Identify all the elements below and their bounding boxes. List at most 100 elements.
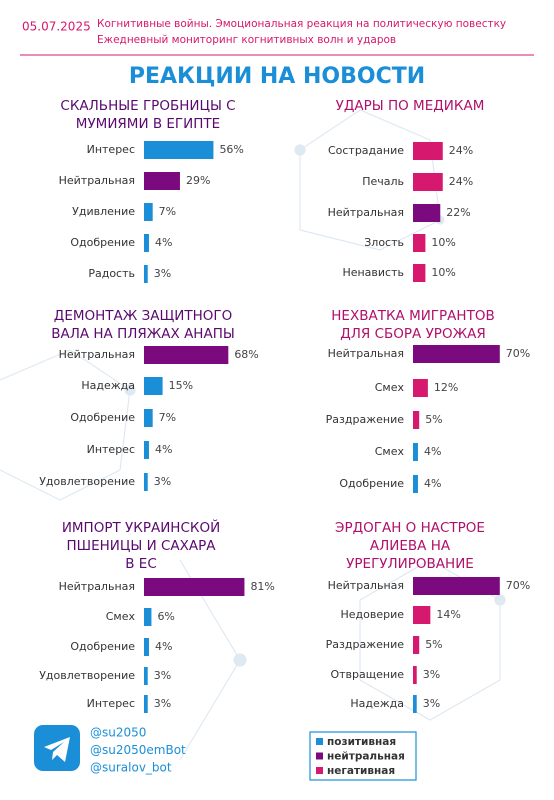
chart-title: ИМПОРТ УКРАИНСКОЙ	[62, 518, 220, 536]
legend-label: негативная	[327, 765, 395, 777]
bar	[413, 142, 443, 160]
legend-label: позитивная	[327, 736, 396, 748]
category-label: Отвращение	[330, 668, 404, 681]
legend-label: нейтральная	[327, 751, 405, 763]
telegram-icon	[34, 725, 80, 771]
bar	[144, 377, 163, 395]
category-label: Нейтральная	[328, 579, 404, 592]
bar	[413, 606, 431, 624]
category-label: Удивление	[72, 205, 135, 218]
bar	[413, 411, 420, 429]
value-label: 4%	[424, 477, 441, 490]
handle: @suralov_bot	[90, 761, 172, 775]
category-label: Радость	[88, 267, 135, 280]
page-title: РЕАКЦИИ НА НОВОСТИ	[129, 64, 425, 89]
category-label: Нейтральная	[328, 206, 404, 219]
bar	[144, 695, 148, 713]
category-label: Раздражение	[326, 413, 405, 426]
chart-title: АЛИЕВА НА	[370, 538, 451, 554]
category-label: Печаль	[362, 175, 404, 188]
value-label: 6%	[157, 610, 174, 623]
bar	[413, 475, 418, 493]
bar	[413, 379, 428, 397]
bar	[413, 443, 418, 461]
category-label: Надежда	[350, 697, 404, 710]
category-label: Надежда	[81, 379, 135, 392]
chart-title: ДЛЯ СБОРА УРОЖАЯ	[340, 326, 486, 342]
category-label: Смех	[106, 610, 136, 623]
value-label: 70%	[506, 347, 530, 360]
bar	[144, 203, 153, 221]
date: 05.07.2025	[22, 20, 91, 34]
category-label: Удовлетворение	[39, 475, 135, 488]
bar	[144, 141, 214, 159]
value-label: 4%	[155, 443, 172, 456]
category-label: Нейтральная	[59, 174, 135, 187]
value-label: 4%	[424, 445, 441, 458]
chart-title: НЕХВАТКА МИГРАНТОВ	[331, 308, 494, 324]
value-label: 3%	[423, 668, 440, 681]
chart-title: ПШЕНИЦЫ И САХАРА	[67, 538, 217, 554]
value-label: 3%	[423, 697, 440, 710]
value-label: 10%	[431, 266, 455, 279]
category-label: Одобрение	[70, 640, 135, 653]
bar	[413, 636, 420, 654]
chart-title: В ЕС	[125, 556, 157, 572]
legend-swatch	[316, 738, 323, 745]
value-label: 56%	[219, 143, 243, 156]
value-label: 70%	[506, 579, 530, 592]
value-label: 7%	[159, 411, 176, 424]
bar	[413, 234, 426, 252]
bar	[144, 667, 148, 685]
category-label: Ненависть	[342, 266, 404, 279]
category-label: Злость	[364, 236, 404, 249]
value-label: 15%	[169, 379, 193, 392]
value-label: 3%	[154, 669, 171, 682]
bar	[144, 638, 149, 656]
value-label: 68%	[234, 348, 258, 361]
bar	[413, 204, 441, 222]
category-label: Интерес	[87, 443, 135, 456]
category-label: Нейтральная	[59, 348, 135, 361]
category-label: Смех	[375, 445, 405, 458]
legend-swatch	[316, 752, 323, 760]
value-label: 5%	[425, 638, 442, 651]
chart-title: МУМИЯМИ В ЕГИПТЕ	[76, 116, 220, 132]
value-label: 3%	[154, 697, 171, 710]
handle: @su2050emBot	[90, 743, 186, 757]
bar	[144, 473, 148, 491]
chart-title: УРЕГУЛИРОВАНИЕ	[346, 556, 474, 572]
value-label: 81%	[250, 580, 274, 593]
handle: @su2050	[90, 726, 146, 740]
bar	[144, 172, 180, 190]
chart-title: ВАЛА НА ПЛЯЖАХ АНАПЫ	[51, 326, 235, 342]
subtitle: Когнитивные войны. Эмоциональная реакция…	[97, 18, 506, 30]
legend-box	[309, 731, 417, 781]
value-label: 7%	[159, 205, 176, 218]
value-label: 4%	[155, 236, 172, 249]
chart-title: СКАЛЬНЫЕ ГРОБНИЦЫ С	[60, 98, 235, 114]
bar	[413, 264, 426, 282]
legend-swatch	[316, 767, 323, 774]
category-label: Сострадание	[328, 144, 404, 157]
bar	[144, 409, 153, 427]
category-label: Одобрение	[70, 236, 135, 249]
subtitle: Ежедневный мониторинг когнитивных волн и…	[97, 34, 396, 46]
value-label: 12%	[434, 381, 458, 394]
category-label: Одобрение	[70, 411, 135, 424]
category-label: Раздражение	[326, 638, 405, 651]
value-label: 5%	[425, 413, 442, 426]
category-label: Интерес	[87, 143, 135, 156]
chart-title: ДЕМОНТАЖ ЗАЩИТНОГО	[54, 308, 232, 324]
bar	[413, 173, 443, 191]
bar	[413, 695, 417, 713]
value-label: 4%	[155, 640, 172, 653]
category-label: Смех	[375, 381, 405, 394]
category-label: Интерес	[87, 697, 135, 710]
value-label: 3%	[154, 267, 171, 280]
value-label: 14%	[436, 608, 460, 621]
category-label: Удовлетворение	[39, 669, 135, 682]
value-label: 22%	[446, 206, 470, 219]
bar	[144, 608, 152, 626]
